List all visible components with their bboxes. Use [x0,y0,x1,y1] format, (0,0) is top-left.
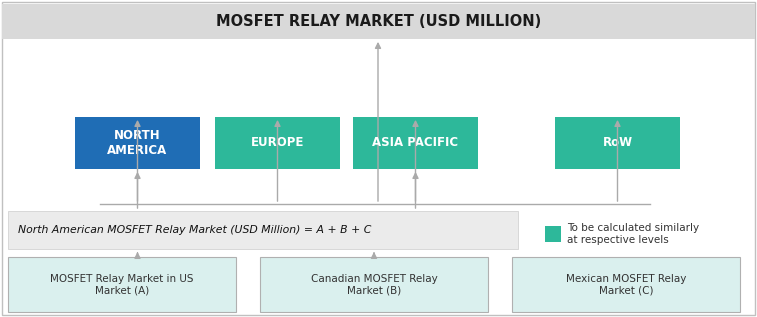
FancyBboxPatch shape [75,117,200,169]
Text: MOSFET RELAY MARKET (USD MILLION): MOSFET RELAY MARKET (USD MILLION) [216,14,541,29]
FancyBboxPatch shape [8,211,518,249]
Text: ASIA PACIFIC: ASIA PACIFIC [372,137,459,150]
FancyBboxPatch shape [512,257,740,312]
Text: EUROPE: EUROPE [251,137,304,150]
Text: RoW: RoW [603,137,633,150]
Text: NORTH
AMERICA: NORTH AMERICA [107,129,167,157]
Text: Mexican MOSFET Relay
Market (C): Mexican MOSFET Relay Market (C) [565,274,686,295]
FancyBboxPatch shape [353,117,478,169]
FancyBboxPatch shape [555,117,680,169]
Text: To be calculated similarly
at respective levels: To be calculated similarly at respective… [567,223,699,245]
Text: MOSFET Relay Market in US
Market (A): MOSFET Relay Market in US Market (A) [50,274,194,295]
FancyBboxPatch shape [260,257,488,312]
FancyBboxPatch shape [8,257,236,312]
Text: North American MOSFET Relay Market (USD Million) = A + B + C: North American MOSFET Relay Market (USD … [18,225,372,235]
FancyBboxPatch shape [2,4,755,39]
FancyBboxPatch shape [215,117,340,169]
Text: Canadian MOSFET Relay
Market (B): Canadian MOSFET Relay Market (B) [310,274,438,295]
FancyBboxPatch shape [545,226,561,242]
